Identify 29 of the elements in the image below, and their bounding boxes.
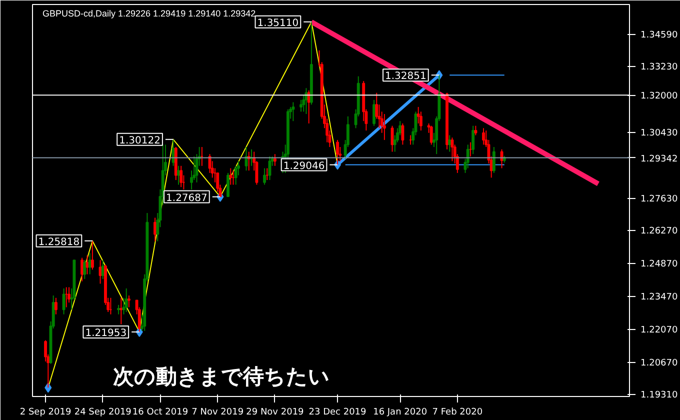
annotation: 1.25818 — [38, 236, 80, 248]
y-tick-label: 1.23470 — [640, 292, 678, 303]
y-tick-label: 1.34590 — [640, 30, 678, 41]
y-tick-label: 1.22070 — [640, 326, 678, 336]
y-tick-label: 1.26270 — [640, 226, 678, 237]
annotation: 1.32851 — [385, 71, 426, 82]
y-tick-label: 1.33230 — [640, 62, 678, 73]
annotation: 1.27687 — [166, 192, 208, 204]
y-tick-label: 1.19310 — [640, 390, 678, 401]
x-tick-label: 23 Dec 2019 — [308, 408, 367, 418]
chart-title: GBPUSD-cd,Daily 1.29226 1.29419 1.29140 1.29342 — [42, 8, 256, 18]
x-tick-label: 29 Nov 2019 — [246, 408, 304, 418]
x-tick-label: 16 Oct 2019 — [132, 408, 188, 418]
x-tick-label: 24 Sep 2019 — [74, 408, 132, 418]
annotation: 1.29046 — [283, 160, 325, 172]
ref-line-label: 1.32000 — [640, 92, 678, 102]
x-tick-label: 7 Nov 2019 — [192, 408, 244, 418]
annotation: 1.35110 — [257, 18, 299, 29]
ref-line-label: 1.29342 — [640, 154, 678, 164]
y-tick-label: 1.30430 — [640, 128, 678, 139]
x-tick-label: 7 Feb 2020 — [432, 408, 483, 418]
annotation: 1.30122 — [119, 135, 160, 146]
annotation: 1.21953 — [85, 328, 127, 339]
y-tick-label: 1.20670 — [640, 358, 678, 369]
x-tick-label: 16 Jan 2020 — [373, 408, 428, 418]
annotation: 次の動きまで待ちたい — [113, 364, 330, 388]
x-tick-label: 2 Sep 2019 — [20, 408, 72, 418]
y-tick-label: 1.27630 — [640, 194, 678, 205]
y-tick-label: 1.24870 — [640, 260, 678, 270]
